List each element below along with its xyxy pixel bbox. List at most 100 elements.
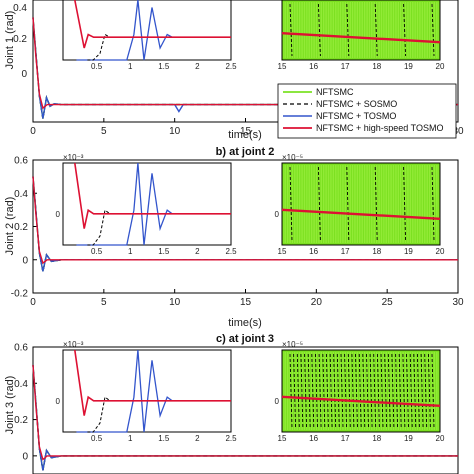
panel-c-inset-1-ticks: 0.5 1 1.5 2 2.5 0 [56,397,238,443]
panel-c-inset-2: ×10⁻⁵ 15 16 17 18 19 20 0 [275,340,445,443]
panel-c-inset-1-xtick-4: 2.5 [225,434,237,443]
panel-b-xlabel: time(s) [228,317,262,329]
panel-b-series-nftsmc-high-speed-tosmo [32,176,458,265]
panel-c-inset-1-axes [62,349,232,433]
panel-a-xlabel: time(s) [228,129,262,141]
panel-a-inset-2-lines [281,2,441,58]
panel-b-xtick-3: 15 [240,297,252,308]
panel-a-inset-1-xtick-0: 0.5 [91,62,103,71]
panel-a-inset-2-xtick-1: 16 [309,62,318,71]
panel-a-xtick-2: 10 [169,126,181,137]
panel-b-inset-1-axes [62,162,232,246]
panel-a-inset-2-xtick-2: 17 [341,62,350,71]
panel-b-ytick-0: -0.2 [11,289,29,300]
panel-b-inset-1-series-hs-tosmo [74,162,232,229]
panel-c-inset-1-series-tosmo [76,349,232,433]
panel-c-main-lines [32,365,458,471]
panel-b-inset-2-xtick-5: 20 [436,247,445,256]
panel-b-inset-1-xtick-1: 1 [128,247,133,256]
legend-box [277,83,457,139]
panel-c-inset-1: ×10⁻³ 0.5 1 1.5 2 2.5 0 [56,340,238,443]
panel-a-inset-1-ticks: 0.5 1 1.5 2 2.5 [91,62,237,71]
legend: NFTSMC NFTSMC + SOSMO NFTSMC + TOSMO NFT… [277,83,457,139]
panel-a-inset-1-xtick-3: 2 [195,62,200,71]
panel-a-inset-1-lines [74,0,231,61]
legend-entry-nftsmc: NFTSMC [316,87,354,97]
panel-c-ytick-3: 0.6 [14,343,28,354]
panel-c-inset-2-series-hs-tosmo [281,395,441,408]
panel-a-inset-2-series-hs-tosmo [281,32,441,44]
panel-a-inset-2-xtick-3: 18 [372,62,381,71]
panel-c-ylabel: Joint 3 (rad) [4,376,16,435]
panel-a-xtick-3: 15 [240,126,252,137]
panel-b-inset-1-lines [74,162,232,246]
panel-b-main-lines [32,176,458,272]
panel-b-inset-1-xtick-3: 2 [195,247,200,256]
panel-a-ytick-0: 0.4 [13,3,27,14]
panel-a-inset-2-ticks: 15 16 17 18 19 20 [278,62,445,71]
panel-a-inset-1-xtick-1: 1 [128,62,133,71]
panel-b-inset-1-series-tosmo [76,162,232,246]
panel-b-ytick-2: 0.2 [14,222,28,233]
legend-entry-tosmo: NFTSMC + TOSMO [316,111,396,121]
panel-a-main-lines [32,17,458,119]
panel-a-ytick-2: 0 [21,69,27,80]
panel-b-inset-2-series-sosmo [289,166,435,242]
panel-a-inset-2: 15 16 17 18 19 20 [278,0,445,71]
panel-b-xtick-0: 0 [30,297,36,308]
panel-c-inset-1-series-hs-tosmo [74,349,232,416]
panel-b-ytick-4: 0.6 [14,156,28,167]
panel-a-inset-1-series-tosmo [76,0,231,61]
panel-a-inset-2-xtick-4: 19 [404,62,413,71]
panel-a-inset-1-xtick-4: 2.5 [225,62,237,71]
panel-c-inset-2-xtick-3: 18 [372,434,381,443]
panel-b-xtick-1: 5 [101,297,107,308]
panel-b-inset-1-xtick-2: 1.5 [158,247,170,256]
panel-b: b) at joint 2 -0.200.20.40.6 Joint 2 (ra… [4,146,464,329]
panel-c-inset-2-lines [281,352,441,430]
legend-entry-sosmo: NFTSMC + SOSMO [316,99,397,109]
panel-c-inset-1-xtick-3: 2 [195,434,200,443]
panel-a-xtick-6: 30 [452,126,464,137]
panel-b-inset-2-exponent: ×10⁻⁵ [282,153,303,162]
panel-c-series-nftsmc-high-speed-tosmo [32,365,458,461]
panel-c-inset-2-xtick-0: 15 [278,434,287,443]
panel-b-inset-1-ytick-0: 0 [56,210,61,219]
panel-a-inset-2-xtick-5: 20 [436,62,445,71]
panel-c-ytick-2: 0.4 [14,379,28,390]
panel-c-inset-2-xtick-5: 20 [436,434,445,443]
legend-entry-hs-tosmo: NFTSMC + high-speed TOSMO [316,123,443,133]
panel-c-ytick-1: 0.2 [14,415,28,426]
panel-b-xticks: 0 5 10 15 20 25 30 [30,289,464,308]
panel-b-inset-1-exponent: ×10⁻³ [63,153,84,162]
panel-c-inset-1-xtick-1: 1 [128,434,133,443]
panel-a-xtick-1: 5 [101,126,107,137]
panel-b-inset-1-xtick-0: 0.5 [91,247,103,256]
panel-b-inset-2-series-nftsmc [283,165,439,243]
panel-c-inset-2-exponent: ×10⁻⁵ [282,340,303,349]
panel-b-xtick-4: 20 [311,297,323,308]
panel-a-xtick-0: 0 [30,126,36,137]
panel-b-inset-1-ticks: 0.5 1 1.5 2 2.5 0 [56,210,238,256]
panel-a-inset-1: 0.5 1 1.5 2 2.5 [62,0,237,71]
panel-b-ytick-1: 0 [22,255,28,266]
panel-c-yticks: 0 0.2 0.4 0.6 [14,343,37,462]
panel-b-ylabel: Joint 2 (rad) [4,197,16,256]
panel-b-inset-2-xtick-4: 19 [404,247,413,256]
panel-b-inset-2-ytick-0: 0 [275,210,280,219]
panel-a-inset-2-xtick-0: 15 [278,62,287,71]
panel-c-inset-1-xtick-0: 0.5 [91,434,103,443]
panel-b-yticks: -0.2 0 0.2 0.4 0.6 [11,156,37,300]
panel-b-inset-2-lines [281,165,441,243]
panel-b-xtick-5: 25 [382,297,394,308]
panel-c-inset-1-xtick-2: 1.5 [158,434,170,443]
panel-b-ytick-3: 0.4 [14,189,28,200]
panel-a-series-nftsmc-high-speed-tosmo [32,17,458,110]
panel-a-ytick-1: 0.2 [13,34,27,45]
panel-c-inset-2-xtick-2: 17 [341,434,350,443]
panel-c-inset-2-xtick-4: 19 [404,434,413,443]
panel-b-inset-2-ticks: 15 16 17 18 19 20 0 [275,210,445,256]
panel-a-inset-2-series-nftsmc [283,2,439,58]
panel-a-inset-1-axes [62,0,232,61]
panel-c-inset-1-lines [74,349,232,433]
